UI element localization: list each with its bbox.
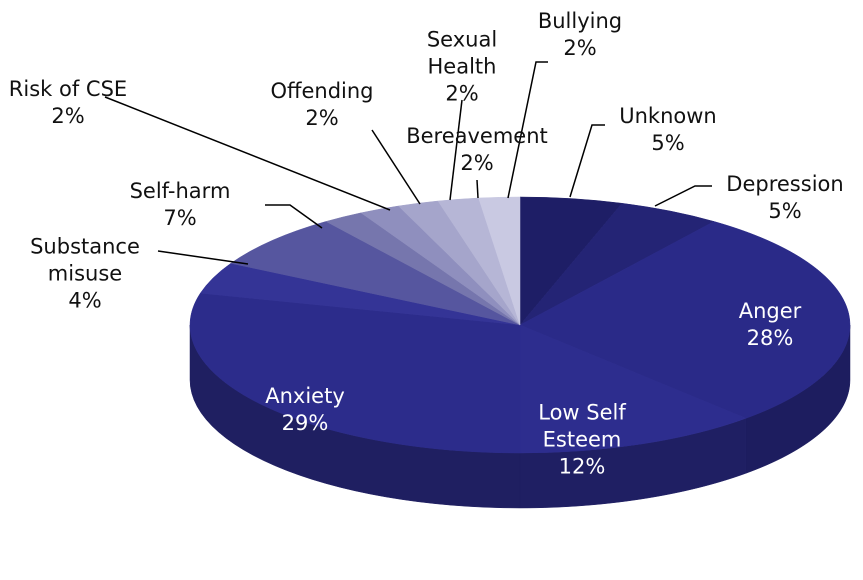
slice-label: Low Self Esteem 12%	[522, 400, 642, 481]
leader-line	[654, 185, 712, 207]
category-name: Unknown	[619, 104, 717, 128]
leader-line	[265, 204, 323, 229]
category-name: Anxiety	[265, 384, 345, 408]
slice-label: Bullying 2%	[520, 8, 640, 62]
slice-label: Anxiety 29%	[245, 383, 365, 437]
category-name: Bereavement	[406, 124, 548, 148]
category-name: Offending	[270, 79, 374, 103]
category-name: Depression	[726, 172, 844, 196]
value-label: 4%	[68, 288, 102, 313]
slice	[478, 196, 521, 326]
slice-label: Anger 28%	[710, 298, 830, 352]
value-label: 5%	[651, 131, 685, 155]
category-name: Anger	[738, 299, 802, 323]
leader-line	[476, 179, 479, 199]
slice	[519, 221, 851, 419]
slice	[519, 324, 747, 454]
value-label: 2%	[305, 106, 339, 130]
slice-label: Risk of CSE 2%	[0, 76, 143, 130]
leader-line	[157, 250, 249, 265]
value-label: 12%	[558, 454, 606, 479]
slice-label: Unknown 5%	[598, 103, 738, 157]
slice-label: Sexual Health 2%	[415, 27, 510, 108]
value-label: 2%	[51, 104, 85, 128]
leader-line	[507, 61, 548, 199]
leader-line	[569, 124, 605, 198]
leader-line	[104, 96, 391, 211]
leader-line	[371, 129, 421, 205]
slice-label: Offending 2%	[252, 78, 392, 132]
value-label: 29%	[281, 411, 329, 435]
category-name: Sexual Health	[426, 27, 498, 79]
slice-label: Substance misuse 4%	[15, 234, 155, 315]
slice-label: Bereavement 2%	[392, 123, 562, 177]
value-label: 2%	[445, 81, 479, 106]
category-name: Substance misuse	[30, 234, 140, 286]
value-label: 2%	[563, 36, 597, 60]
category-name: Self-harm	[129, 179, 231, 203]
slice	[189, 292, 521, 454]
value-label: 28%	[746, 326, 794, 350]
value-label: 5%	[768, 199, 802, 223]
slice-label: Depression 5%	[705, 171, 863, 225]
leader-line	[449, 99, 463, 201]
category-name: Risk of CSE	[8, 77, 128, 101]
value-label: 7%	[163, 206, 197, 230]
value-label: 2%	[460, 151, 494, 175]
category-name: Low Self Esteem	[538, 400, 626, 452]
slice-label: Self-harm 7%	[105, 178, 255, 232]
category-name: Bullying	[537, 9, 623, 33]
